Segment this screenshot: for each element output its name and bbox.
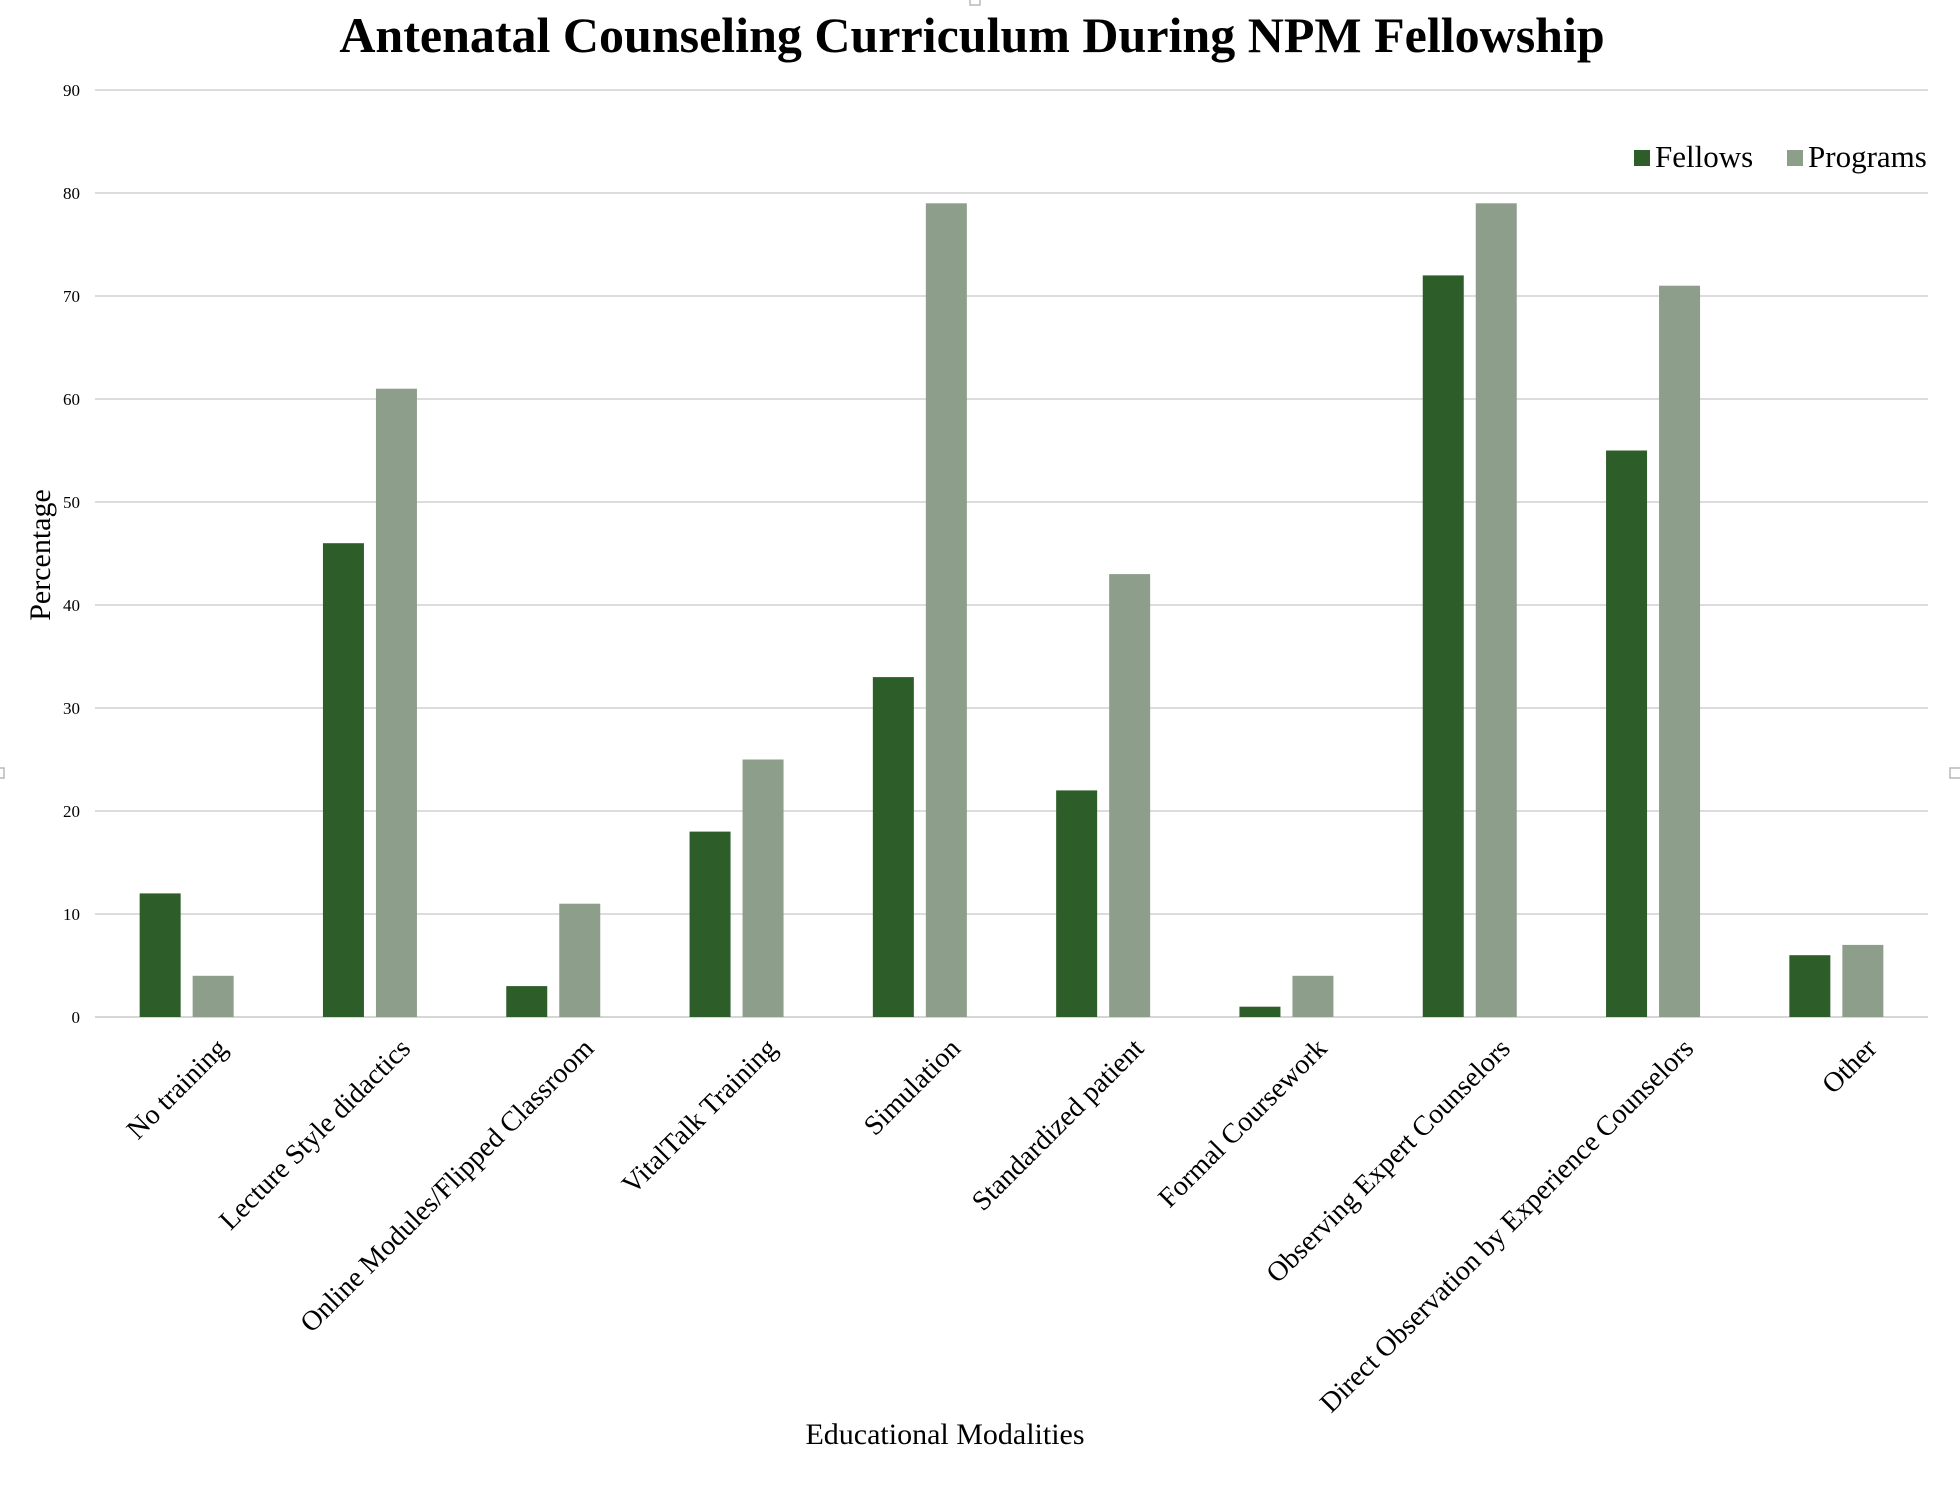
bar-programs-vitaltalk-training <box>742 759 784 1017</box>
bar-fellows-no-training <box>139 893 181 1017</box>
x-tick-label-direct-observation-by-experience-counselors: Direct Observation by Experience Counsel… <box>1314 1033 1700 1419</box>
bar-fellows-online-modules-flipped-classroom <box>506 986 548 1017</box>
y-axis-ticks: 0 10 20 30 40 50 60 70 80 90 <box>63 81 80 1027</box>
bar-programs-formal-coursework <box>1292 975 1334 1017</box>
x-tick-label-no-training: No training <box>121 1033 234 1146</box>
x-tick-label-simulation: Simulation <box>858 1033 967 1142</box>
y-tick-label-70: 70 <box>63 287 80 306</box>
bar-programs-direct-observation-by-experience-counselors <box>1659 285 1701 1017</box>
legend-label-fellows: Fellows <box>1655 139 1753 174</box>
y-tick-label-30: 30 <box>63 699 80 718</box>
bar-fellows-other <box>1789 955 1831 1017</box>
bar-programs-no-training <box>192 975 234 1017</box>
bar-programs-observing-expert-counselors <box>1475 203 1517 1018</box>
resize-handle-top[interactable] <box>969 0 981 6</box>
legend-label-programs: Programs <box>1808 139 1927 174</box>
y-axis-title: Percentage <box>24 489 57 621</box>
legend: Fellows Programs <box>1634 139 1927 174</box>
resize-handle-left[interactable] <box>0 767 5 779</box>
bar-fellows-observing-expert-counselors <box>1422 275 1464 1017</box>
x-tick-label-other: Other <box>1816 1033 1883 1100</box>
bar-programs-other <box>1842 944 1884 1017</box>
y-tick-label-90: 90 <box>63 81 80 100</box>
bar-fellows-lecture-style-didactics <box>322 543 364 1017</box>
legend-swatch-fellows <box>1634 150 1650 166</box>
legend-swatch-programs <box>1787 150 1803 166</box>
bar-fellows-vitaltalk-training <box>689 831 731 1017</box>
bar-programs-standardized-patient <box>1109 574 1151 1017</box>
bar-fellows-formal-coursework <box>1239 1006 1281 1017</box>
y-tick-label-60: 60 <box>63 390 80 409</box>
x-tick-label-online-modules-flipped-classroom: Online Modules/Flipped Classroom <box>294 1033 600 1339</box>
y-tick-label-0: 0 <box>72 1008 81 1027</box>
bar-fellows-standardized-patient <box>1056 790 1098 1017</box>
bar-programs-lecture-style-didactics <box>375 388 417 1017</box>
x-axis-title: Educational Modalities <box>805 1418 1084 1451</box>
x-tick-label-lecture-style-didactics: Lecture Style didactics <box>214 1033 417 1236</box>
bar-programs-online-modules-flipped-classroom <box>559 903 601 1017</box>
x-tick-label-standardized-patient: Standardized patient <box>966 1033 1150 1217</box>
bar-fellows-simulation <box>872 677 914 1017</box>
y-tick-label-40: 40 <box>63 596 80 615</box>
bars <box>139 203 1884 1018</box>
resize-handle-right[interactable] <box>1949 767 1960 779</box>
bar-programs-simulation <box>925 203 967 1018</box>
chart-title: Antenatal Counseling Curriculum During N… <box>339 7 1604 63</box>
x-tick-label-vitaltalk-training: VitalTalk Training <box>616 1033 783 1200</box>
y-tick-label-80: 80 <box>63 184 80 203</box>
y-tick-label-50: 50 <box>63 493 80 512</box>
y-tick-label-10: 10 <box>63 905 80 924</box>
gridlines <box>95 89 1928 1018</box>
x-tick-label-formal-coursework: Formal Coursework <box>1153 1033 1334 1214</box>
chart-selection-handles[interactable] <box>0 0 1960 779</box>
bar-fellows-direct-observation-by-experience-counselors <box>1606 450 1648 1017</box>
y-tick-label-20: 20 <box>63 802 80 821</box>
